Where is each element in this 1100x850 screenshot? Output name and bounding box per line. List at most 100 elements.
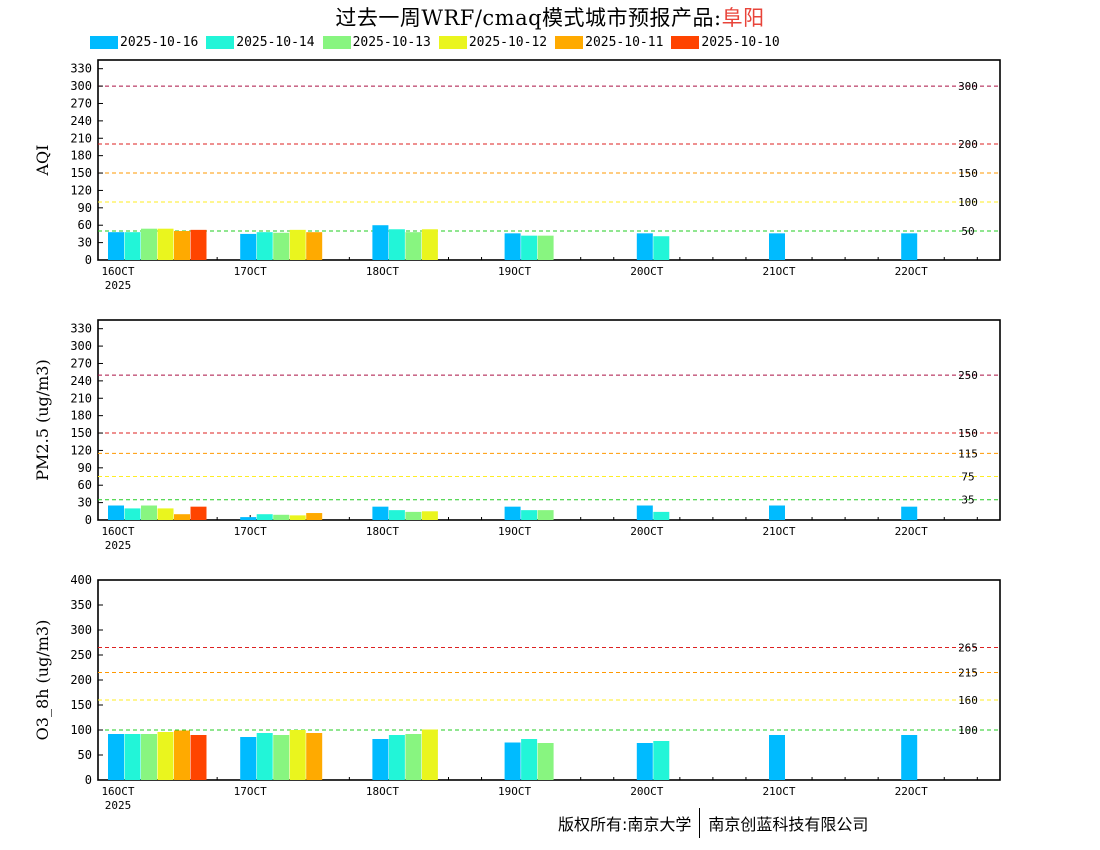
y-tick-label: 90	[78, 461, 92, 475]
bar	[769, 505, 785, 520]
legend-swatch	[555, 36, 584, 49]
x-tick-label: 21OCT	[762, 525, 795, 538]
bar	[306, 513, 323, 520]
y-tick-label: 330	[70, 62, 92, 76]
bar	[521, 739, 538, 780]
y-tick-label: 400	[70, 573, 92, 587]
bar	[273, 514, 290, 520]
y-axis-label: O3_8h (ug/m3)	[33, 620, 52, 741]
bar	[124, 734, 141, 780]
y-tick-label: 0	[85, 513, 92, 527]
bar	[372, 225, 389, 260]
bar	[190, 735, 207, 780]
y-tick-label: 60	[78, 478, 92, 492]
x-tick-label: 22OCT	[895, 265, 928, 278]
y-tick-label: 350	[70, 598, 92, 612]
bar	[388, 735, 405, 780]
x-tick-label: 22OCT	[895, 785, 928, 798]
y-tick-label: 180	[70, 409, 92, 423]
y-tick-label: 210	[70, 131, 92, 145]
copyright-footer: 版权所有:南京大学 南京创蓝科技有限公司	[558, 808, 868, 838]
x-year-label: 2025	[105, 799, 132, 812]
bar	[421, 729, 438, 780]
x-tick-label: 20OCT	[630, 525, 663, 538]
bar	[901, 735, 918, 780]
bar	[421, 511, 438, 520]
y-tick-label: 60	[78, 218, 92, 232]
legend-label: 2025-10-16	[120, 35, 199, 50]
bar	[289, 730, 306, 780]
y-tick-label: 30	[78, 496, 92, 510]
chart-title: 过去一周WRF/cmaq模式城市预报产品:阜阳	[0, 2, 1100, 32]
bar	[174, 514, 190, 520]
y-tick-label: 240	[70, 374, 92, 388]
y-axis-label: PM2.5 (ug/m3)	[33, 359, 52, 480]
bar	[636, 743, 653, 780]
bar	[521, 510, 538, 520]
bar	[769, 233, 785, 260]
bar	[190, 506, 207, 520]
bar	[108, 232, 124, 260]
legend-label: 2025-10-14	[236, 35, 315, 50]
legend-swatch	[90, 36, 118, 49]
y-tick-label: 300	[70, 339, 92, 353]
y-tick-label: 120	[70, 443, 92, 457]
bar	[421, 229, 438, 260]
threshold-label: 50	[961, 225, 974, 238]
x-tick-label: 16OCT	[101, 265, 134, 278]
bar	[769, 735, 785, 780]
bar	[653, 511, 670, 520]
y-tick-label: 200	[70, 673, 92, 687]
y-tick-label: 0	[85, 253, 92, 267]
title-city: 阜阳	[721, 6, 765, 30]
threshold-label: 150	[958, 167, 978, 180]
bar	[636, 233, 653, 260]
bar	[256, 514, 273, 520]
bar	[388, 510, 405, 520]
bar	[405, 734, 422, 780]
y-tick-label: 210	[70, 391, 92, 405]
bar	[636, 505, 653, 520]
bar	[256, 733, 273, 780]
threshold-label: 250	[958, 369, 978, 382]
bar	[405, 511, 422, 520]
legend-item: 2025-10-10	[671, 35, 780, 50]
bar	[141, 228, 157, 260]
bar	[504, 506, 521, 520]
y-axis-label: AQI	[33, 145, 52, 177]
footer-divider	[699, 808, 701, 838]
bar	[124, 232, 141, 260]
plot-frame	[97, 59, 1001, 261]
x-tick-label: 22OCT	[895, 525, 928, 538]
bar	[157, 732, 174, 780]
y-tick-label: 50	[78, 748, 92, 762]
x-tick-label: 19OCT	[498, 785, 531, 798]
threshold-label: 160	[958, 694, 978, 707]
bar	[157, 228, 174, 260]
x-tick-label: 18OCT	[366, 265, 399, 278]
y-tick-label: 300	[70, 79, 92, 93]
bar	[901, 233, 918, 260]
bar	[174, 231, 190, 260]
threshold-label: 75	[961, 471, 974, 484]
bar	[157, 508, 174, 520]
threshold-label: 300	[958, 80, 978, 93]
legend-swatch	[322, 36, 351, 49]
x-tick-label: 21OCT	[762, 265, 795, 278]
x-tick-label: 16OCT	[101, 785, 134, 798]
bar	[306, 232, 323, 260]
threshold-label: 200	[958, 138, 978, 151]
x-tick-label: 17OCT	[234, 785, 267, 798]
bar	[306, 733, 323, 780]
legend: 2025-10-16 2025-10-14 2025-10-13 2025-10-12…	[90, 35, 788, 50]
x-tick-label: 16OCT	[101, 525, 134, 538]
y-tick-label: 240	[70, 114, 92, 128]
y-tick-label: 0	[85, 773, 92, 787]
y-tick-label: 300	[70, 623, 92, 637]
bar	[372, 739, 389, 780]
bar	[240, 737, 257, 780]
x-year-label: 2025	[105, 539, 132, 552]
legend-swatch	[438, 36, 467, 49]
bar	[372, 506, 389, 520]
